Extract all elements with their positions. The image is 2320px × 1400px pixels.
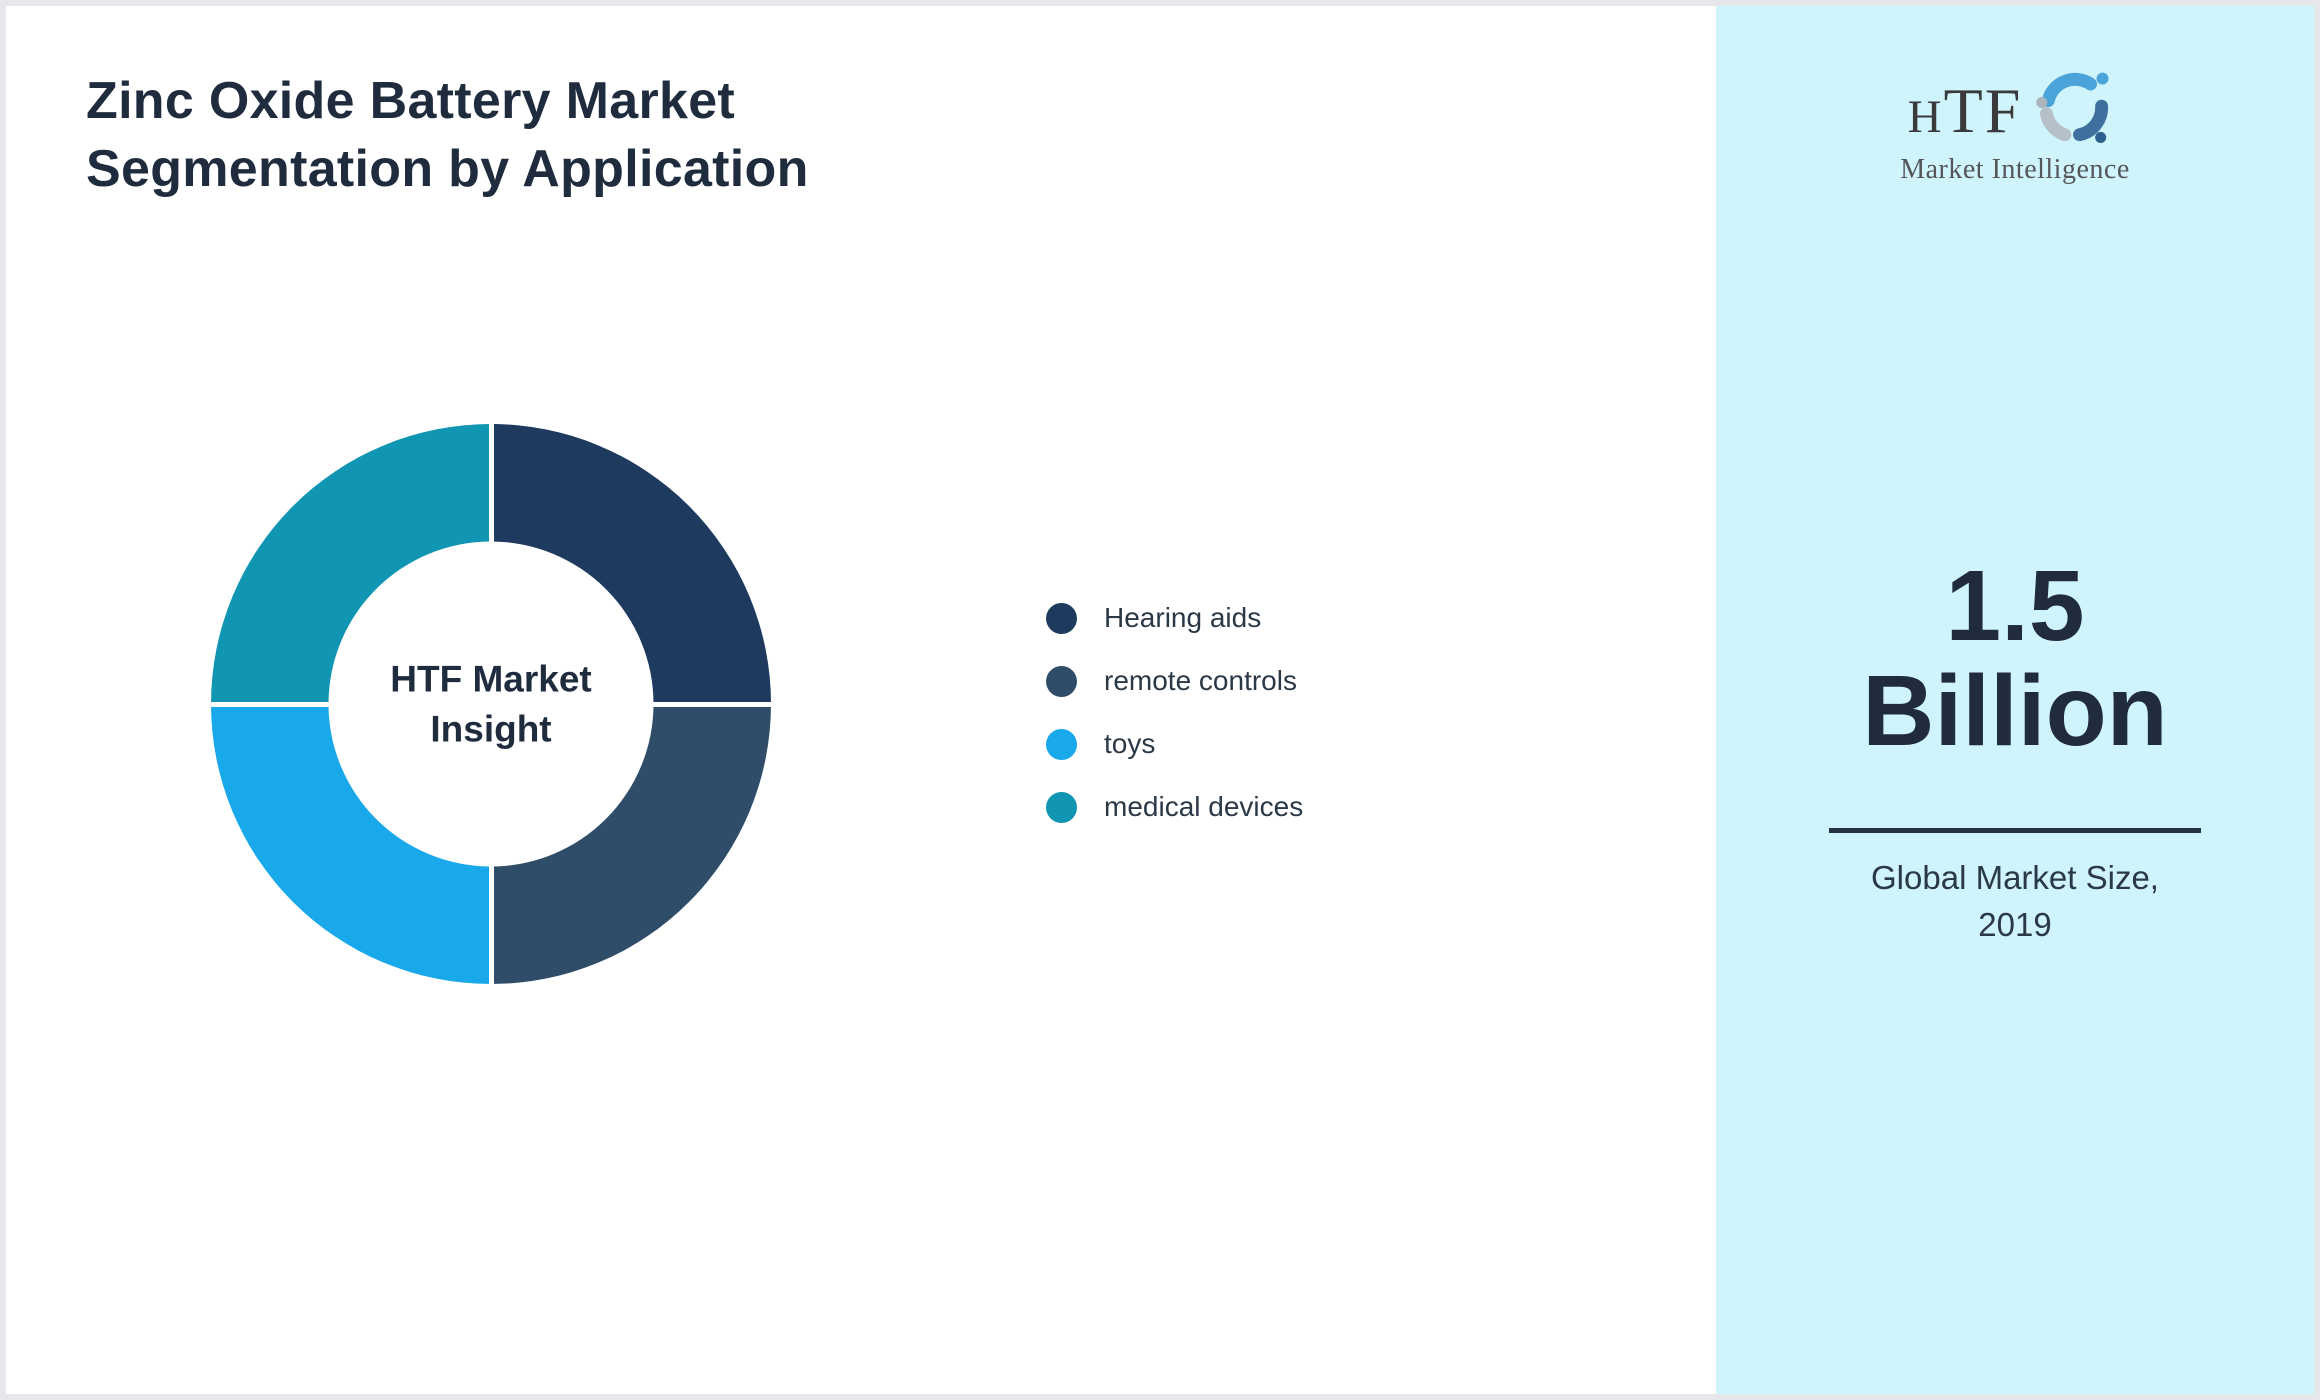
chart-legend: Hearing aids remote controls toys medica… bbox=[1046, 602, 1303, 854]
legend-color-dot bbox=[1046, 665, 1077, 697]
divider-line bbox=[1829, 828, 2201, 833]
page-title: Zinc Oxide Battery Market Segmentation b… bbox=[86, 71, 809, 199]
sidebar: HTF Market Intelligence 1.5 Billion Glob… bbox=[1716, 6, 2314, 1394]
donut-center-label: HTF Market Insight bbox=[390, 658, 592, 749]
legend-label: toys bbox=[1104, 728, 1156, 759]
three-figures-swirl-icon bbox=[2036, 72, 2109, 143]
logo-subtitle: Market Intelligence bbox=[1900, 154, 2130, 185]
market-size-caption: Global Market Size, 2019 bbox=[1871, 859, 2159, 943]
logo-acronym-text: HTF bbox=[1907, 75, 2023, 146]
donut-hole: HTF Market Insight bbox=[328, 541, 654, 867]
market-size-value: 1.5 Billion bbox=[1862, 550, 2168, 767]
legend-color-dot bbox=[1046, 728, 1077, 760]
legend-item: Hearing aids bbox=[1046, 602, 1303, 634]
brand-logo: HTF Market Intelligence bbox=[1716, 68, 2314, 186]
market-size-block: 1.5 Billion Global Market Size, 2019 bbox=[1716, 554, 2314, 949]
legend-item: remote controls bbox=[1046, 665, 1303, 697]
legend-label: Hearing aids bbox=[1104, 602, 1262, 633]
legend-color-dot bbox=[1046, 791, 1077, 823]
legend-color-dot bbox=[1046, 602, 1077, 634]
legend-label: medical devices bbox=[1104, 791, 1304, 822]
legend-label: remote controls bbox=[1104, 665, 1297, 696]
legend-item: medical devices bbox=[1046, 791, 1303, 823]
donut-chart: HTF Market Insight bbox=[211, 424, 771, 984]
legend-item: toys bbox=[1046, 728, 1303, 760]
